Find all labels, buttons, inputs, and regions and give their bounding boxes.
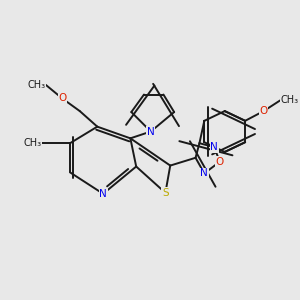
- Text: O: O: [58, 93, 66, 103]
- Text: N: N: [210, 142, 218, 152]
- Text: N: N: [200, 168, 208, 178]
- Text: N: N: [99, 189, 107, 199]
- Text: N: N: [147, 127, 155, 136]
- Text: O: O: [216, 157, 224, 167]
- Text: S: S: [162, 188, 169, 198]
- Text: CH₃: CH₃: [280, 95, 298, 105]
- Text: CH₃: CH₃: [28, 80, 46, 90]
- Text: O: O: [260, 106, 268, 116]
- Text: CH₃: CH₃: [24, 138, 42, 148]
